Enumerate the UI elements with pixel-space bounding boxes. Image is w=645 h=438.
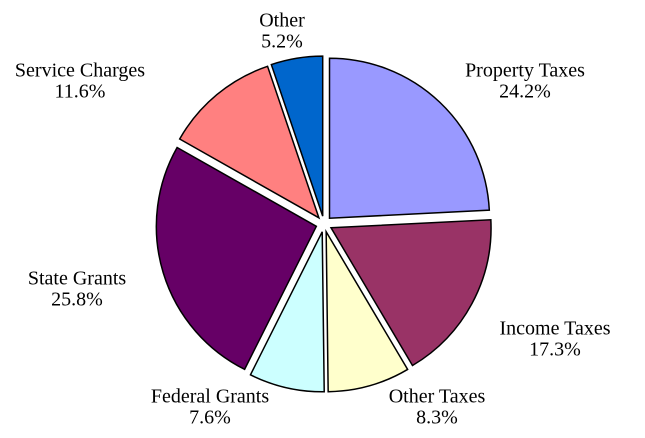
pie-slice (325, 228, 409, 393)
slice-value-label: 8.3% (416, 407, 458, 429)
slice-value-label: 7.6% (189, 407, 231, 429)
slice-label: Property Taxes (465, 60, 585, 82)
pie-slice (329, 218, 492, 367)
pie-slice (328, 57, 491, 219)
slice-label: Income Taxes (500, 318, 611, 340)
slice-value-label: 17.3% (529, 339, 581, 361)
slice-value-label: 11.6% (55, 81, 106, 103)
pie-slice (270, 55, 324, 217)
slice-value-label: 24.2% (499, 81, 551, 103)
slice-label: State Grants (28, 268, 127, 290)
pie-slice (155, 146, 318, 371)
slice-label: Other (259, 10, 305, 32)
slice-value-label: 25.8% (51, 289, 103, 311)
pie-slice (249, 231, 325, 393)
slice-label: Federal Grants (151, 386, 270, 408)
slice-value-label: 5.2% (261, 31, 303, 53)
slice-label: Other Taxes (389, 386, 486, 408)
pie-slice (178, 65, 321, 220)
slice-label: Service Charges (15, 60, 145, 82)
